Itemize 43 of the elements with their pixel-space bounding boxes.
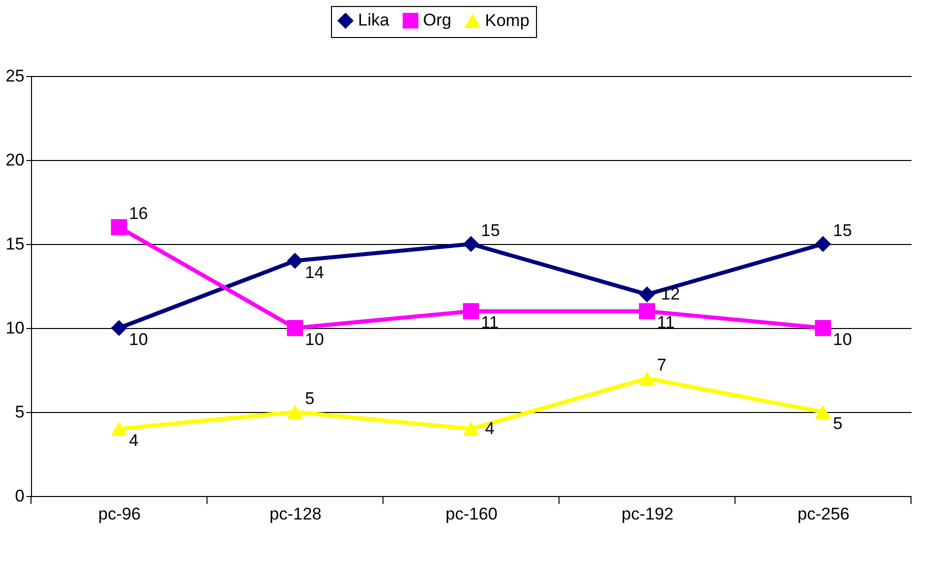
point	[462, 422, 480, 436]
data-label: 10	[129, 330, 148, 349]
legend-label: Komp	[485, 11, 530, 30]
point	[814, 320, 832, 336]
y-tick-label: 15	[6, 234, 24, 254]
point	[638, 303, 656, 320]
y-tick-label: 0	[15, 486, 24, 506]
legend-label: Lika	[358, 10, 390, 30]
x-tick-label: pc-128	[270, 504, 322, 524]
point	[638, 286, 656, 302]
y-tick-label: 20	[6, 150, 24, 170]
point	[814, 405, 832, 419]
y-tick-label: 10	[6, 318, 24, 338]
point	[110, 320, 128, 336]
y-tick-label: 5	[15, 402, 24, 422]
point	[286, 320, 304, 336]
data-label: 14	[305, 262, 324, 282]
point	[462, 303, 480, 320]
data-label: 10	[833, 330, 852, 349]
data-label: 11	[481, 313, 499, 332]
y-tick-label: 25	[6, 66, 24, 86]
data-label: 12	[661, 284, 680, 304]
point	[286, 252, 304, 269]
legend-label: Org	[423, 10, 452, 30]
x-tick-label: pc-192	[622, 504, 674, 524]
data-label: 5	[833, 414, 842, 433]
x-tick-label: pc-96	[98, 504, 141, 524]
data-label: 11	[657, 313, 675, 332]
point	[814, 236, 832, 252]
data-label: 4	[129, 430, 138, 450]
data-label: 15	[833, 221, 852, 240]
point	[110, 422, 128, 436]
x-tick-label: pc-256	[798, 504, 850, 524]
point	[638, 371, 656, 386]
point	[462, 236, 480, 252]
data-label: 15	[481, 221, 500, 240]
data-label: 7	[657, 355, 666, 374]
data-label: 16	[129, 204, 148, 224]
point	[286, 405, 304, 419]
data-label: 5	[305, 389, 314, 408]
data-label: 10	[305, 330, 324, 349]
point	[110, 219, 128, 236]
x-tick-label: pc-160	[446, 504, 498, 524]
